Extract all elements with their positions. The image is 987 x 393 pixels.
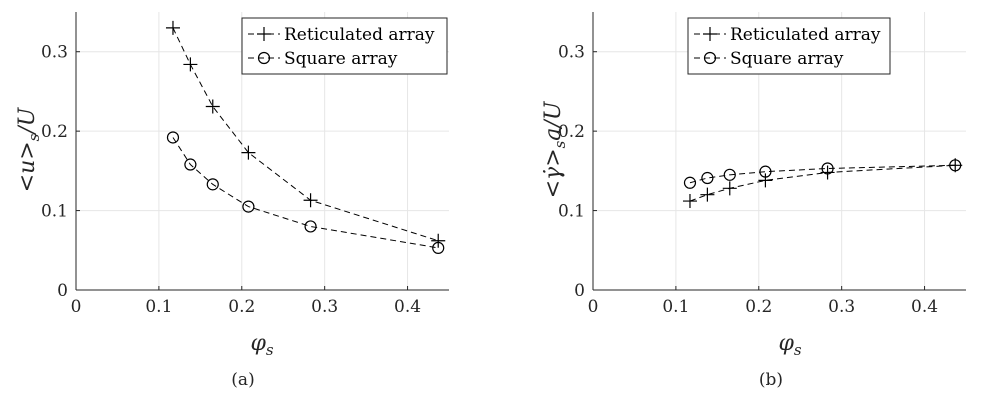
legend-entry: Reticulated array bbox=[730, 25, 881, 45]
data-point bbox=[701, 171, 714, 185]
y-tick-label: 0.2 bbox=[558, 122, 585, 142]
y-tick-label: 0.1 bbox=[558, 202, 585, 222]
panel-b: 0 0.1 0.2 0.3 0.400.10.20.3 φs <γ̇>sa/U (b) … bbox=[541, 12, 966, 390]
y-axis-label: <u>s/U bbox=[15, 106, 43, 192]
y-tick-label: 0 bbox=[574, 281, 585, 301]
x-tick-label: 0.1 bbox=[662, 297, 689, 317]
x-tick-label: 0.3 bbox=[828, 297, 855, 317]
x-tick-label: 0.4 bbox=[394, 297, 421, 317]
panel-label: (b) bbox=[759, 370, 783, 390]
data-point bbox=[722, 181, 737, 196]
panel-label: (a) bbox=[231, 370, 254, 390]
x-tick-label: 0 bbox=[588, 297, 599, 317]
data-point bbox=[183, 57, 198, 72]
y-tick-label: 0.3 bbox=[41, 43, 68, 63]
y-axis-label: <γ̇>sa/U bbox=[541, 100, 569, 198]
data-point bbox=[241, 145, 256, 160]
y-tick-label: 0.2 bbox=[41, 122, 68, 142]
x-tick-label: 0.1 bbox=[145, 297, 172, 317]
data-point bbox=[165, 20, 180, 35]
legend-entry: Square array bbox=[730, 49, 844, 69]
data-point bbox=[821, 162, 834, 175]
x-axis-label: φs bbox=[778, 331, 801, 359]
data-point bbox=[431, 233, 446, 248]
x-tick-label: 0.4 bbox=[911, 297, 938, 317]
legend-entry: Reticulated array bbox=[284, 25, 435, 45]
data-point bbox=[303, 193, 318, 208]
data-point bbox=[166, 131, 180, 144]
legend-marker bbox=[703, 27, 717, 41]
x-tick-label: 0.2 bbox=[228, 297, 255, 317]
data-point bbox=[184, 158, 197, 171]
legend-box bbox=[687, 17, 891, 75]
panel-a: 0 0.1 0.2 0.3 0.4 0 0.1 0.2 0.3 φs <u>s/U (a) Re… bbox=[15, 12, 449, 390]
legend-marker bbox=[257, 51, 271, 65]
legend-marker bbox=[703, 51, 717, 65]
series-line bbox=[172, 27, 439, 242]
y-tick-label: 0 bbox=[57, 281, 68, 301]
series-line bbox=[689, 164, 956, 202]
series-line bbox=[689, 164, 956, 184]
legend-marker bbox=[257, 27, 271, 41]
y-tick-label: 0.3 bbox=[558, 43, 585, 63]
y-tick-label: 0.1 bbox=[41, 202, 68, 222]
data-point bbox=[683, 176, 697, 189]
data-point bbox=[820, 165, 835, 180]
data-point bbox=[206, 178, 219, 191]
series-square bbox=[166, 131, 445, 255]
legend-box bbox=[241, 17, 448, 75]
series-line bbox=[172, 137, 439, 249]
x-axis-label: φs bbox=[250, 331, 273, 359]
x-tick-label: 0.3 bbox=[311, 297, 338, 317]
data-point bbox=[949, 159, 962, 172]
x-tick-label: 0.2 bbox=[745, 297, 772, 317]
data-point bbox=[723, 168, 736, 181]
data-point bbox=[759, 165, 772, 178]
data-point bbox=[682, 194, 697, 209]
series-reticulated bbox=[165, 20, 446, 248]
data-point bbox=[304, 220, 317, 233]
data-point bbox=[432, 241, 445, 255]
legend-entry: Square array bbox=[284, 49, 398, 69]
series-square bbox=[683, 159, 962, 189]
data-point bbox=[758, 173, 773, 188]
x-tick-label: 0 bbox=[71, 297, 82, 317]
data-point bbox=[700, 187, 715, 202]
data-point bbox=[242, 200, 255, 213]
data-point bbox=[205, 99, 220, 114]
